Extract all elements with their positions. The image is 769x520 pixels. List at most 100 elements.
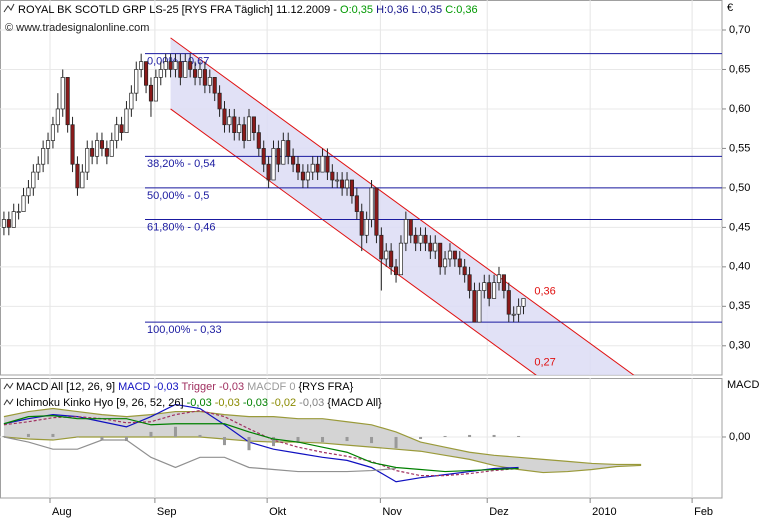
candle-body [393,266,399,276]
candle-body [80,171,85,189]
histogram-bar [100,436,104,441]
histogram-bar [149,431,153,437]
candle-body [55,108,60,126]
candle-body [207,77,212,86]
histogram-bar [198,434,202,437]
candle-body [21,195,26,212]
candle-body [217,92,222,110]
chart-icon [3,3,15,13]
x-tick-label: Okt [269,506,286,518]
candle-body [16,211,21,213]
candle-body [95,140,100,157]
candle-body [335,179,340,182]
candle-body [413,234,418,244]
histogram-bar [173,426,177,437]
candle-body [408,219,413,236]
candle-body [119,124,124,133]
legend-source: {RYS FRA} [299,381,354,393]
candle-body [477,290,482,323]
open: O:0,35 [340,4,373,16]
level-label: 100,00% - 0,33 [147,324,222,336]
histogram-bar [517,435,521,437]
candle-body [60,77,65,110]
candle-body [188,61,193,70]
candle-body [447,250,453,260]
candle-body [65,77,70,126]
legend-value: 0 [289,381,295,393]
y-tick-label: 0,40 [729,261,750,273]
candle-body [521,298,526,307]
candle-body [359,211,364,236]
candle-body [506,290,511,315]
candle-body [251,116,256,133]
candle-body [340,179,345,189]
legend-value: -0,03 [243,397,268,409]
candle-body [193,69,198,78]
y-tick-label: 0,00 [729,431,750,443]
candle-body [281,140,286,165]
candle-body [467,274,472,291]
candle-body [443,258,448,268]
level-label: 61,80% - 0,46 [147,221,216,233]
candle-body [75,163,80,189]
candle-body [438,242,443,268]
candle-body [36,163,41,173]
histogram-bar [370,436,374,444]
candle-body [291,155,296,165]
legend-entry: Trigger [182,381,217,393]
candle-body [403,219,408,244]
y-tick-label: 0,70 [729,24,750,36]
candle-body [183,61,188,78]
candle-body [232,116,237,133]
indicator-legend: MACD All [12, 26, 9] MACD -0,03 Trigger … [16,381,354,393]
candle-body [124,108,129,133]
candle-body [139,61,144,70]
legend-value: -0,03 [215,397,240,409]
level-label: 0,00% - 0,67 [147,56,209,68]
candle-body [109,140,114,157]
histogram-bar [345,436,349,442]
candle-body [168,61,173,70]
candle-body [276,148,281,165]
indicator-plot [0,378,722,498]
candle-body [374,187,379,236]
candle-body [511,313,516,316]
legend-entry: MACD [118,381,150,393]
high-low: H:0,36 L:0,35 [376,4,442,16]
indicator-line [3,415,519,473]
candle-body [129,92,134,110]
y-tick-label: 0,30 [729,340,750,352]
candle-body [148,84,154,102]
candle-body [222,108,227,126]
candle-body [457,258,462,268]
candle-body [369,187,374,220]
candle-body [45,140,51,149]
candle-body [246,116,252,141]
candle-body [134,69,139,94]
ichimoku-legend: Ichimoku Kinko Hyo [9, 26, 52, 26] -0,03… [16,397,382,409]
histogram-bar [222,436,226,446]
candle-body [433,242,438,252]
legend-value: -0,02 [271,397,296,409]
candle-body [242,124,247,141]
close: C:0,36 [445,4,477,16]
x-tick-label: Sep [157,506,177,518]
histogram-bar [394,436,398,449]
histogram-bar [2,435,6,437]
candle-body [472,290,477,323]
legend-title: MACD All [12, 26, 9] [16,381,115,393]
indicator-axis-title: MACD [727,379,759,391]
candle-body [212,77,217,94]
candle-body [1,219,6,228]
channel-label: 0,27 [534,356,555,368]
x-tick-label: Feb [694,506,713,518]
legend-icon [3,382,14,390]
candle-body [197,69,203,78]
candle-body [11,211,16,228]
x-tick-label: Nov [382,506,402,518]
histogram-bar [51,433,55,437]
y-tick-label: 0,60 [729,103,750,115]
candle-body [237,124,242,133]
candle-body [305,171,310,181]
